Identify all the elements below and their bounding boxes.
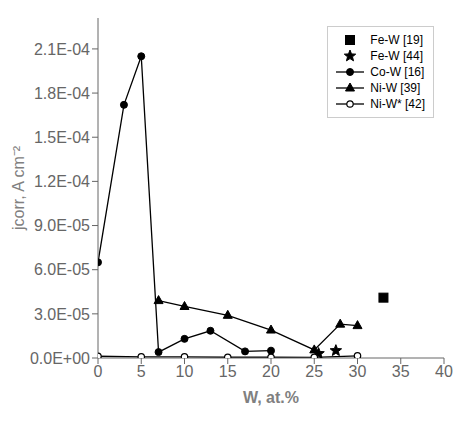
svg-text:3.0E-05: 3.0E-05 (34, 306, 90, 323)
svg-text:35: 35 (392, 363, 410, 380)
svg-text:40: 40 (435, 363, 453, 380)
svg-text:15: 15 (219, 363, 237, 380)
html-text:Ni-W [39]: Ni-W [39] (370, 81, 421, 95)
html-text:Co-W [16]: Co-W [16] (370, 65, 425, 79)
svg-text:1.5E-04: 1.5E-04 (34, 129, 90, 146)
svg-text:10: 10 (176, 363, 194, 380)
svg-text:2.1E-04: 2.1E-04 (34, 41, 90, 58)
svg-text:20: 20 (262, 363, 280, 380)
svg-text:0: 0 (94, 363, 103, 380)
svg-text:1.2E-04: 1.2E-04 (34, 173, 90, 190)
html-text:Fe-W [44]: Fe-W [44] (370, 49, 423, 63)
svg-text:9.0E-05: 9.0E-05 (34, 217, 90, 234)
svg-text:0.0E+00: 0.0E+00 (30, 350, 90, 367)
svg-text:25: 25 (305, 363, 323, 380)
svg-text:5: 5 (137, 363, 146, 380)
svg-text:W, at.%: W, at.% (243, 389, 299, 406)
svg-text:1.8E-04: 1.8E-04 (34, 85, 90, 102)
html-text:Ni-W* [42]: Ni-W* [42] (370, 97, 425, 111)
svg-text:jcorr, A cm⁻²: jcorr, A cm⁻² (10, 145, 27, 231)
svg-text:30: 30 (349, 363, 367, 380)
svg-text:6.0E-05: 6.0E-05 (34, 261, 90, 278)
html-text:Fe-W [19]: Fe-W [19] (370, 33, 423, 47)
